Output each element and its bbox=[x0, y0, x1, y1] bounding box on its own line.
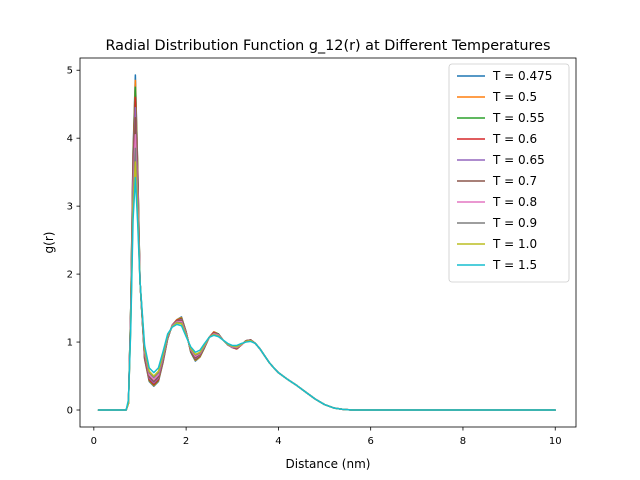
x-tick-label-5: 10 bbox=[549, 436, 562, 447]
legend-label-6: T = 0.8 bbox=[492, 195, 537, 209]
legend-label-3: T = 0.6 bbox=[492, 132, 537, 146]
y-tick-label-3: 3 bbox=[67, 202, 73, 213]
legend-label-1: T = 0.5 bbox=[492, 90, 537, 104]
legend-label-5: T = 0.7 bbox=[492, 174, 537, 188]
legend-label-2: T = 0.55 bbox=[492, 111, 545, 125]
chart-title: Radial Distribution Function g_12(r) at … bbox=[105, 38, 550, 54]
y-tick-label-2: 2 bbox=[67, 270, 73, 281]
legend: T = 0.475 T = 0.5 T = 0.55 T = 0.6 T = 0.65 T… bbox=[448, 63, 570, 283]
series-lines bbox=[97, 74, 556, 411]
axes-frame bbox=[79, 57, 577, 428]
x-tick-label-2: 4 bbox=[275, 436, 281, 447]
y-axis-ticks: 0 1 2 3 4 5 bbox=[67, 66, 80, 417]
x-tick-label-1: 2 bbox=[183, 436, 189, 447]
x-tick-label-3: 6 bbox=[367, 436, 373, 447]
legend-label-8: T = 1.0 bbox=[492, 237, 537, 251]
x-tick-label-4: 8 bbox=[460, 436, 466, 447]
x-tick-label-0: 0 bbox=[91, 436, 97, 447]
legend-label-7: T = 0.9 bbox=[492, 216, 537, 230]
y-tick-label-5: 5 bbox=[67, 66, 73, 77]
y-tick-label-4: 4 bbox=[67, 134, 73, 145]
x-axis-label: Distance (nm) bbox=[286, 457, 371, 471]
plot-area bbox=[79, 57, 577, 428]
legend-label-9: T = 1.5 bbox=[492, 258, 537, 272]
x-axis-ticks: 0 2 4 6 8 10 bbox=[91, 427, 562, 447]
y-axis-label: g(r) bbox=[42, 232, 56, 254]
y-tick-label-1: 1 bbox=[67, 338, 73, 349]
legend-label-0: T = 0.475 bbox=[492, 69, 552, 83]
series-line-9 bbox=[97, 176, 556, 411]
y-tick-label-0: 0 bbox=[67, 406, 73, 417]
legend-label-4: T = 0.65 bbox=[492, 153, 545, 167]
